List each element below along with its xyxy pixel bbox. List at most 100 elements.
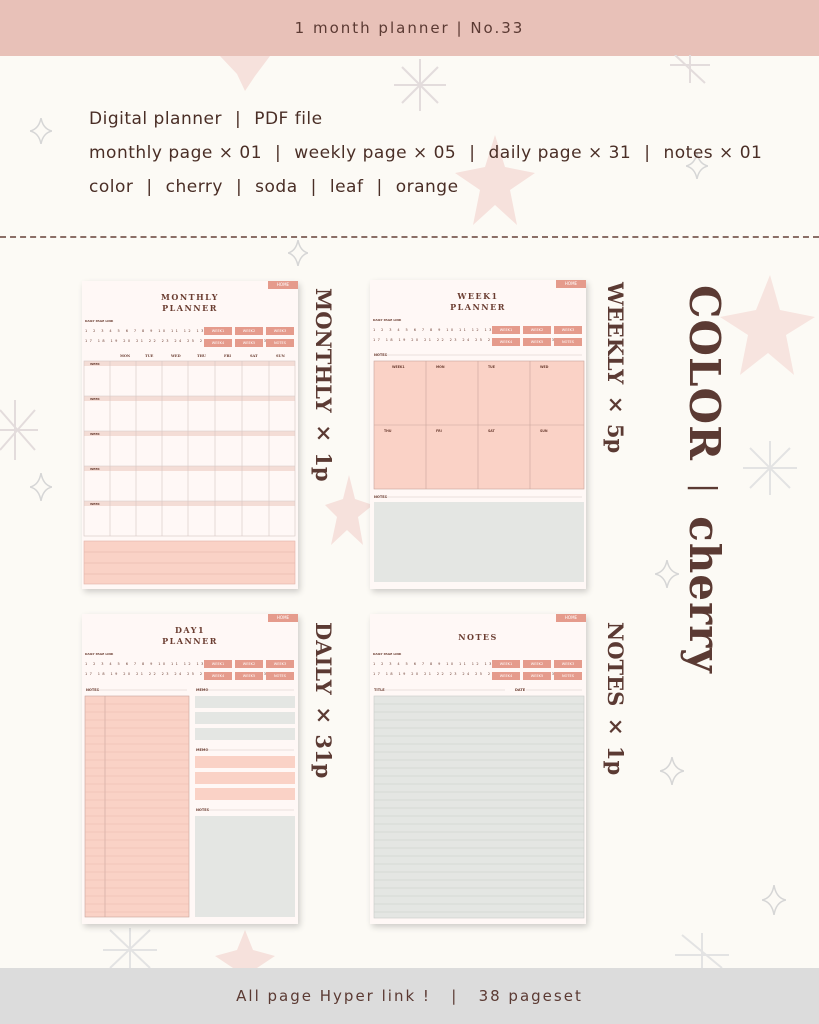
info-item: color <box>89 177 134 197</box>
footer-text: All page Hyper link ! | 38 pageset <box>236 987 583 1005</box>
monthly-planner-preview[interactable]: HOME MONTHLY PLANNER DAILY PAGE LINK 1 2 … <box>82 281 298 589</box>
info-item: soda <box>255 177 298 197</box>
weekly-planner-preview[interactable]: HOME WEEK1 PLANNER DAILY PAGE LINK 1 2 3 … <box>370 280 586 589</box>
weekday-label: SAT <box>250 354 258 358</box>
star-decoration-icon <box>220 56 270 91</box>
week-button[interactable]: WEEK5 <box>235 672 263 680</box>
sparkle-decoration-icon <box>30 118 52 144</box>
week-button[interactable]: WEEK2 <box>523 660 551 668</box>
notes-label: NOTES <box>374 495 388 499</box>
week-label: WEEK <box>90 432 100 436</box>
day-link-row[interactable]: 1 2 3 4 5 6 7 8 9 10 11 12 13 14 15 16 <box>85 329 245 333</box>
color-heading: COLOR | cherry <box>680 285 729 674</box>
star-decoration-icon <box>743 441 797 495</box>
sparkle-decoration-icon <box>30 473 52 501</box>
memo-label: MEMO <box>196 688 208 692</box>
star-decoration-icon <box>720 275 815 375</box>
daily-notes-area <box>195 816 295 917</box>
info-item: cherry <box>165 177 223 197</box>
color-separator: | <box>687 483 722 495</box>
day-link-row[interactable]: 17 18 19 20 21 22 23 24 25 26 27 28 29 3… <box>85 339 273 343</box>
card-title: MONTHLY PLANNER <box>161 292 219 313</box>
day-link-row[interactable]: 1 2 3 4 5 6 7 8 9 10 11 12 13 14 15 16 <box>373 662 533 666</box>
card-title: WEEK1 PLANNER <box>450 291 506 312</box>
notes-button[interactable]: NOTES <box>554 672 582 680</box>
week-button[interactable]: WEEK2 <box>523 326 551 334</box>
sparkle-decoration-icon <box>762 885 786 915</box>
daily-count-label: DAILY × 31p <box>311 622 336 779</box>
monthly-calendar-grid: MON TUE WED THU FRI SAT SUN WEEK WEEK WE… <box>83 354 296 585</box>
dashed-divider <box>0 236 819 238</box>
day-link-row[interactable]: 17 18 19 20 21 22 23 24 25 26 27 28 29 3… <box>85 672 273 676</box>
page-link-label: DAILY PAGE LINK <box>85 319 114 323</box>
info-item: weekly page × 05 <box>294 143 457 163</box>
daily-layout: NOTES MEMO MEMO NOTES <box>84 688 295 918</box>
notes-label: NOTES <box>86 688 100 692</box>
week-button[interactable]: WEEK4 <box>492 338 520 346</box>
day-label: THU <box>384 429 392 433</box>
page-link-label: DAILY PAGE LINK <box>373 318 402 322</box>
day-link-row[interactable]: 1 2 3 4 5 6 7 8 9 10 11 12 13 14 15 16 <box>85 662 245 666</box>
week-button[interactable]: WEEK5 <box>235 339 263 347</box>
week-button[interactable]: WEEK3 <box>554 326 582 334</box>
star-decoration-icon <box>103 928 157 968</box>
week-button[interactable]: WEEK2 <box>235 660 263 668</box>
week-button[interactable]: WEEK3 <box>266 327 294 335</box>
week-button[interactable]: WEEK2 <box>235 327 263 335</box>
info-line-format: Digital planner | PDF file <box>89 109 323 129</box>
info-line-pages: monthly page × 01 | weekly page × 05 | dai… <box>89 143 763 163</box>
header-bar: 1 month planner | No.33 <box>0 0 819 56</box>
day-label: FRI <box>436 429 442 433</box>
day-link-row[interactable]: 1 2 3 4 5 6 7 8 9 10 11 12 13 14 15 16 <box>373 328 533 332</box>
home-button[interactable]: HOME <box>268 281 298 289</box>
info-line-colors: color | cherry | soda | leaf | orange <box>89 177 459 197</box>
week-button[interactable]: WEEK4 <box>204 672 232 680</box>
week-button[interactable]: WEEK4 <box>492 672 520 680</box>
notes-button[interactable]: NOTES <box>266 339 294 347</box>
info-item: Digital planner <box>89 109 222 129</box>
star-decoration-icon <box>670 55 710 84</box>
weekday-label: TUE <box>145 354 154 358</box>
memo-label: MEMO <box>196 748 208 752</box>
info-item: leaf <box>329 177 364 197</box>
week-label: WEEK <box>90 362 100 366</box>
week-button[interactable]: WEEK3 <box>554 660 582 668</box>
week-label: WEEK <box>90 397 100 401</box>
page-link-label: DAILY PAGE LINK <box>373 652 402 656</box>
page-link-label: DAILY PAGE LINK <box>85 652 114 656</box>
notes-page-preview[interactable]: HOME NOTES DAILY PAGE LINK 1 2 3 4 5 6 7… <box>370 614 586 924</box>
week-button[interactable]: WEEK3 <box>266 660 294 668</box>
weekday-label: FRI <box>224 354 231 358</box>
notes-count-label: NOTES × 1p <box>603 622 628 776</box>
footer-bar: All page Hyper link ! | 38 pageset <box>0 968 819 1024</box>
day-label: WEEK1 <box>392 365 405 369</box>
sparkle-decoration-icon <box>660 757 684 785</box>
monthly-count-label: MONTHLY × 1p <box>311 288 336 482</box>
home-button[interactable]: HOME <box>268 614 298 622</box>
home-button[interactable]: HOME <box>556 614 586 622</box>
day-link-row[interactable]: 17 18 19 20 21 22 23 24 25 26 27 28 29 3… <box>373 672 561 676</box>
info-item: monthly page × 01 <box>89 143 263 163</box>
weekday-label: THU <box>197 354 206 358</box>
star-decoration-icon <box>0 400 38 460</box>
notes-button[interactable]: NOTES <box>554 338 582 346</box>
week-button[interactable]: WEEK1 <box>204 660 232 668</box>
week-button[interactable]: WEEK4 <box>204 339 232 347</box>
week-button[interactable]: WEEK1 <box>492 326 520 334</box>
week-button[interactable]: WEEK5 <box>523 338 551 346</box>
notes-button[interactable]: NOTES <box>266 672 294 680</box>
weekday-label: MON <box>120 354 131 358</box>
week-button[interactable]: WEEK1 <box>204 327 232 335</box>
week-button[interactable]: WEEK5 <box>523 672 551 680</box>
card-title: NOTES <box>458 632 498 642</box>
daily-planner-preview[interactable]: HOME DAY1 PLANNER DAILY PAGE LINK 1 2 3 4… <box>82 614 298 924</box>
week-button[interactable]: WEEK1 <box>492 660 520 668</box>
day-label: TUE <box>488 365 495 369</box>
home-button[interactable]: HOME <box>556 280 586 288</box>
card-title: DAY1 PLANNER <box>162 625 218 646</box>
day-link-row[interactable]: 17 18 19 20 21 22 23 24 25 26 27 28 29 3… <box>373 338 561 342</box>
info-item: daily page × 31 <box>488 143 632 163</box>
color-word: COLOR <box>680 285 729 462</box>
notes-lined-area: TITLE DATE <box>373 688 585 919</box>
product-info: Digital planner | PDF file monthly page ×… <box>89 102 762 204</box>
